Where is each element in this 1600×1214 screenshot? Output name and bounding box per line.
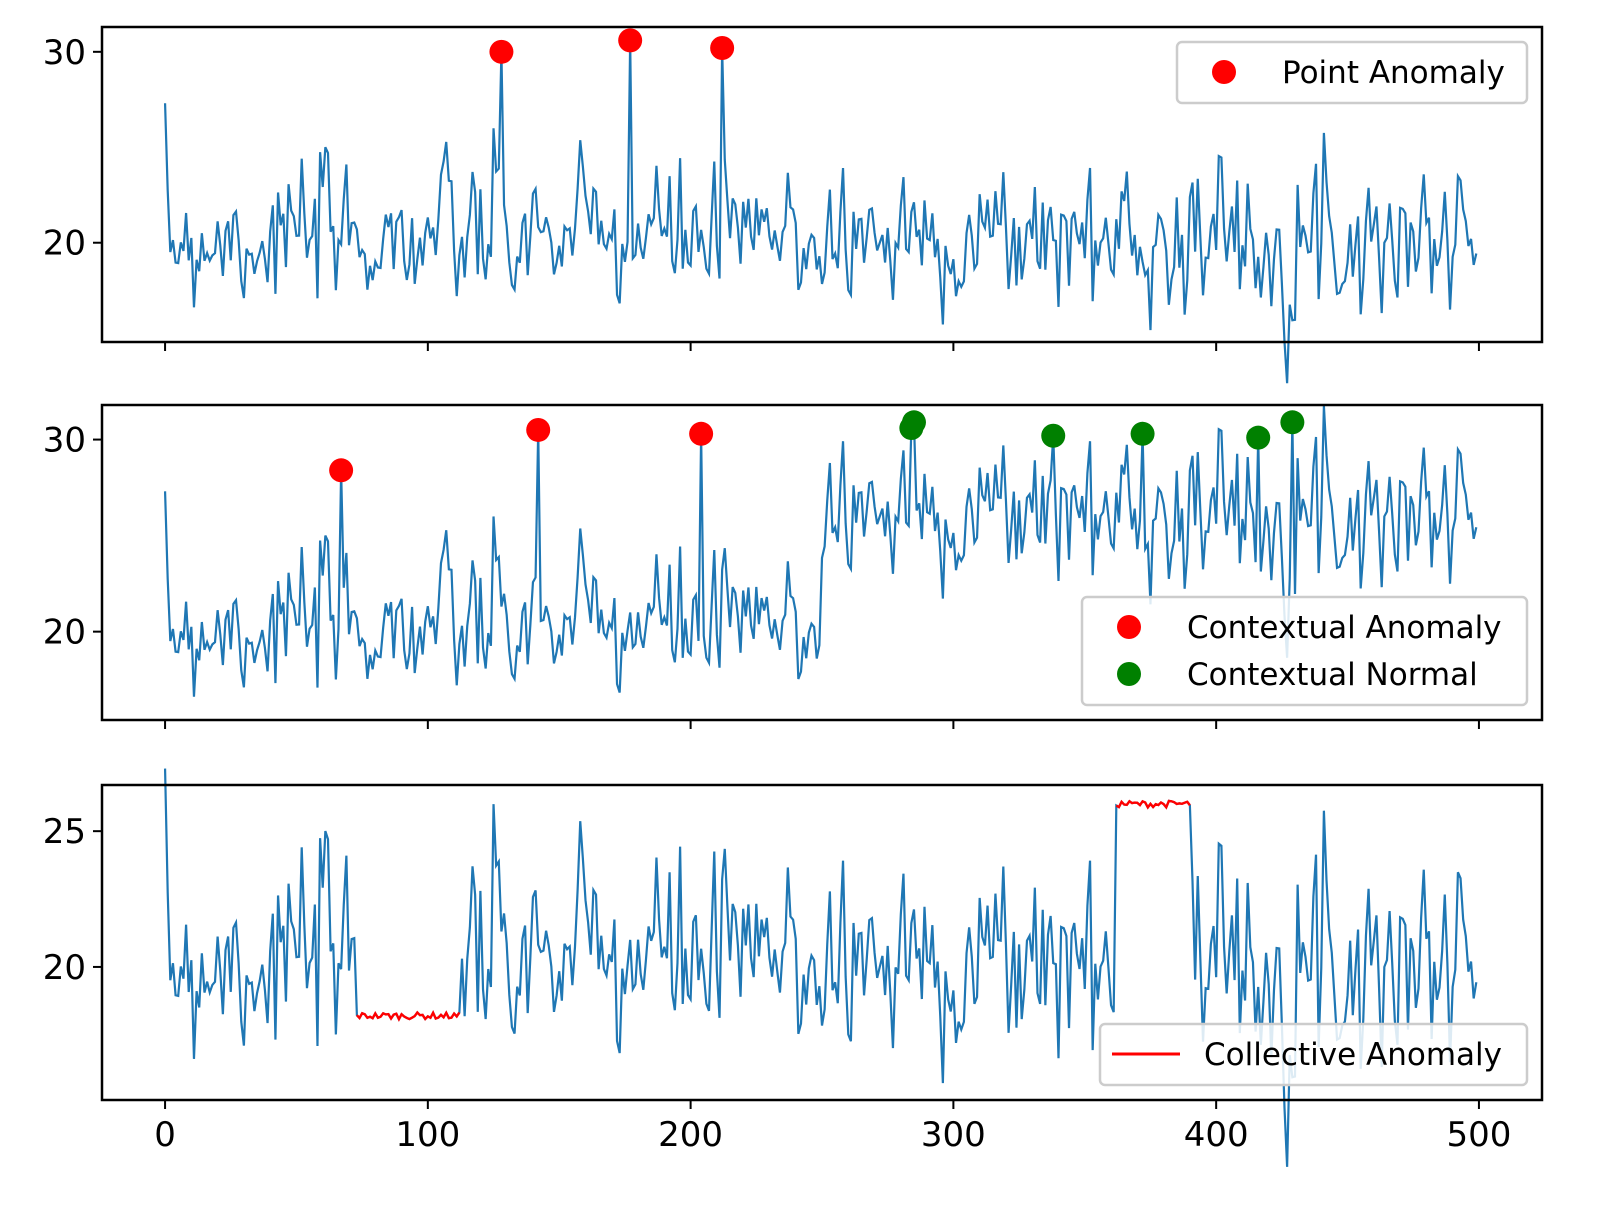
legend-label: Point Anomaly — [1282, 55, 1505, 91]
axes-frame — [100, 403, 1544, 722]
collective-anomaly-segment-2 — [1115, 799, 1191, 810]
y-tick-label: 30 — [43, 33, 86, 73]
legend-label: Contextual Anomaly — [1187, 610, 1502, 646]
axes-frame — [100, 783, 1544, 1102]
y-tick-label: 30 — [43, 421, 86, 461]
contextual-normal-marker — [1041, 423, 1066, 448]
x-tick-label: 300 — [921, 1115, 986, 1155]
y-tick-label: 20 — [43, 613, 86, 653]
legend-label: Contextual Normal — [1187, 657, 1478, 693]
legend-box — [1098, 1022, 1529, 1087]
contextual-normal-marker — [901, 410, 926, 435]
x-tick-label: 100 — [395, 1115, 460, 1155]
x-tick-label: 200 — [658, 1115, 723, 1155]
legend-marker-icon — [1117, 615, 1141, 639]
legend: Collective Anomaly — [1098, 1022, 1529, 1087]
y-tick-label: 25 — [43, 812, 86, 852]
point-anomaly-marker — [710, 36, 735, 60]
y-tick-label: 20 — [43, 224, 86, 264]
axes-frame — [100, 25, 1544, 344]
point-anomaly-marker — [618, 28, 643, 53]
collective-anomaly-segment-1 — [356, 1009, 461, 1022]
contextual-normal-marker — [1280, 410, 1305, 435]
x-tick-label: 500 — [1446, 1115, 1511, 1155]
x-tick-label: 400 — [1184, 1115, 1249, 1155]
legend-label: Collective Anomaly — [1204, 1037, 1502, 1073]
legend-marker-icon — [1117, 662, 1141, 686]
legend: Point Anomaly — [1175, 40, 1529, 105]
legend-marker-icon — [1212, 60, 1236, 84]
y-tick-label: 20 — [43, 948, 86, 988]
contextual-normal-marker — [1130, 421, 1155, 446]
legend-box — [1080, 595, 1529, 707]
point-anomaly-marker — [489, 39, 514, 64]
contextual-anomaly-marker — [329, 458, 354, 483]
contextual-anomaly-marker — [689, 421, 714, 446]
signal-line — [163, 405, 1478, 697]
subplot-2: 20 30 Contextual Anomaly Contextual Normal — [43, 403, 1544, 729]
subplot-3: 0 100 200 300 400 500 20 25 Collective Anomaly — [43, 768, 1544, 1167]
signal-line — [163, 40, 1478, 384]
contextual-normal-marker — [1246, 425, 1271, 450]
legend-box — [1175, 40, 1529, 105]
signal-line — [163, 768, 1478, 1167]
contextual-anomaly-marker — [526, 417, 551, 442]
x-tick-label: 0 — [154, 1115, 176, 1155]
subplot-1: 20 30 Point Anomaly — [43, 25, 1544, 384]
legend: Contextual Anomaly Contextual Normal — [1080, 595, 1529, 707]
